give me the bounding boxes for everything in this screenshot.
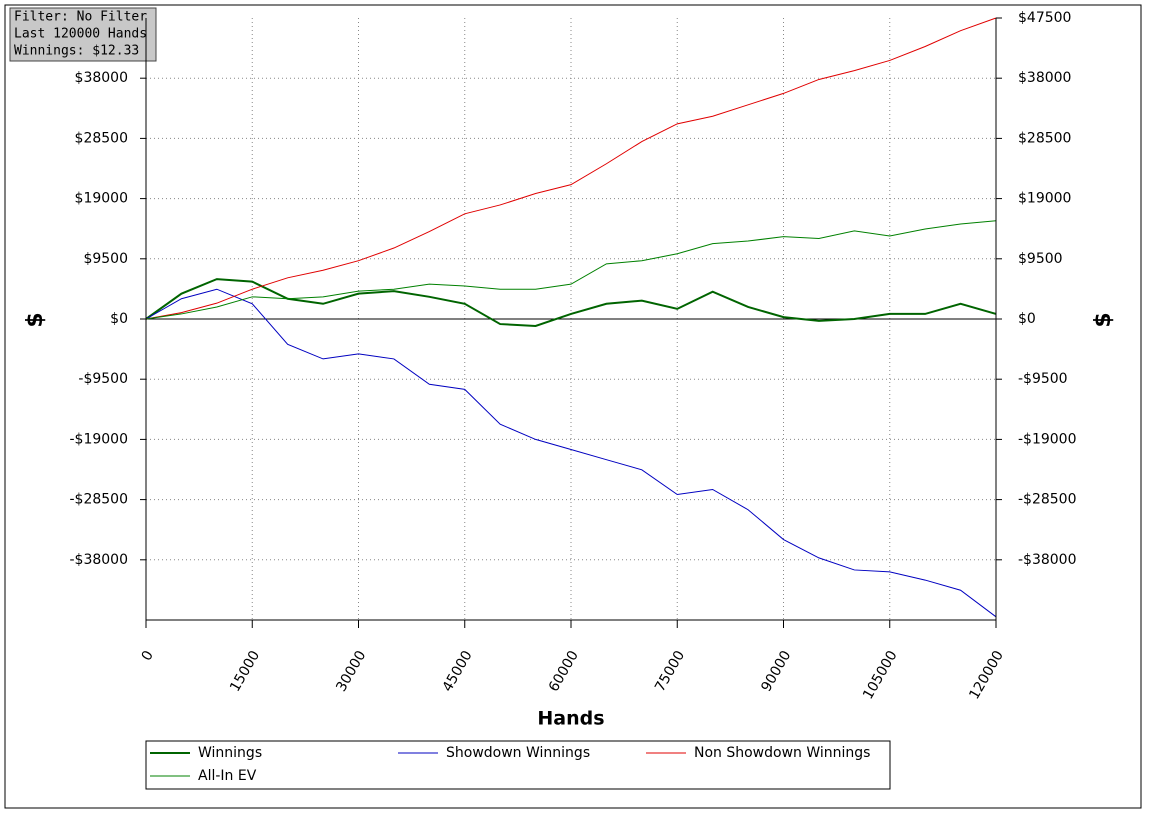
info-text: Filter: No Filter <box>14 10 147 25</box>
y2-tick-label: $19000 <box>1018 191 1071 207</box>
y2-tick-label: $0 <box>1018 311 1036 327</box>
y2-tick-label: $28500 <box>1018 130 1071 146</box>
y2-tick-label: $9500 <box>1018 251 1063 267</box>
y-tick-label: -$9500 <box>78 371 128 387</box>
y2-tick-label: -$38000 <box>1018 552 1077 568</box>
y-tick-label: $19000 <box>75 191 128 207</box>
info-box <box>9 7 157 62</box>
y2-tick-label: $47500 <box>1018 10 1071 26</box>
y2-axis-title: $ <box>1091 312 1116 327</box>
legend-label: All-In EV <box>198 768 257 784</box>
legend-label: Winnings <box>198 745 262 761</box>
y-tick-label: $38000 <box>75 70 128 86</box>
y2-tick-label: -$19000 <box>1018 431 1077 447</box>
y-axis-title: $ <box>23 312 48 327</box>
y2-tick-label: $38000 <box>1018 70 1071 86</box>
y-tick-label: -$28500 <box>70 492 129 508</box>
x-axis-title: Hands <box>537 708 604 730</box>
y-tick-label: -$38000 <box>70 552 129 568</box>
y-tick-label: $9500 <box>83 251 128 267</box>
series-layer <box>145 17 997 620</box>
y-tick-label: -$19000 <box>70 431 129 447</box>
info-text: Last 120000 Hands <box>14 27 147 42</box>
y2-tick-label: -$9500 <box>1018 371 1068 387</box>
series-line <box>145 17 997 320</box>
series-line <box>145 220 997 320</box>
y-tick-label: $0 <box>110 311 128 327</box>
legend-label: Non Showdown Winnings <box>694 745 870 761</box>
info-text: Winnings: $12.33 <box>14 44 139 59</box>
series-line <box>145 288 997 618</box>
legend-label: Showdown Winnings <box>446 745 590 761</box>
legend <box>145 740 891 790</box>
y2-tick-label: -$28500 <box>1018 492 1077 508</box>
y-tick-label: $28500 <box>75 130 128 146</box>
